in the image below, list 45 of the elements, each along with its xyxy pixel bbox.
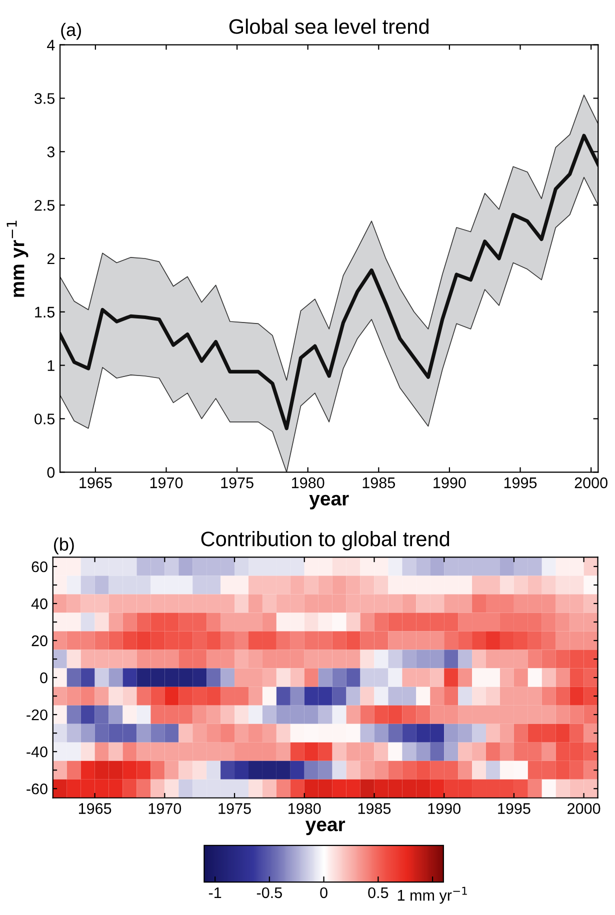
- y-tick-label: 1: [48, 360, 54, 371]
- x-tick-label: 1995: [498, 803, 530, 814]
- x-tick-label: 1965: [78, 803, 112, 814]
- x-tick-label: 1975: [221, 477, 254, 488]
- color-bar-label: 1 mm yr$^{−1}$: [398, 886, 467, 904]
- y-tick-label: 2: [47, 253, 54, 264]
- y-tick-label: -60: [26, 783, 48, 794]
- y-tick-label: -20: [26, 709, 48, 720]
- text: (b): [54, 538, 74, 554]
- x-tick-label: 1985: [362, 477, 396, 488]
- x-tick-label: 1980: [292, 477, 324, 488]
- x-tick-label: 1970: [148, 803, 182, 814]
- y-tick-label: 1.5: [35, 306, 55, 318]
- color-bar-label: -1: [208, 887, 222, 898]
- y-tick-label: 0: [47, 467, 55, 478]
- y-tick-label: 0: [40, 672, 48, 684]
- x-tick-label: 1980: [288, 803, 321, 814]
- x-tick-label: 1995: [504, 477, 537, 488]
- x-tick-label: 1985: [358, 803, 391, 814]
- y-axis-title: mm yr$^{−1}$: [6, 220, 28, 297]
- y-tick-label: 0.5: [34, 414, 55, 424]
- x-tick-label: 2000: [568, 803, 600, 814]
- x-tick-label: 1990: [434, 477, 466, 488]
- x-tick-label: 2000: [574, 477, 608, 488]
- y-tick-label: 20: [32, 635, 48, 646]
- x-axis-title: year: [305, 820, 346, 836]
- x-tick-label: 1965: [80, 477, 112, 488]
- y-tick-label: 60: [32, 561, 48, 572]
- line-series: [60, 134, 598, 430]
- chart-title: Contribution to global trend: [201, 531, 450, 550]
- color-bar-label: 0.5: [368, 887, 388, 898]
- color-bar-label: 0: [320, 887, 328, 898]
- y-tick-label: 4: [47, 40, 55, 50]
- y-tick-label: 3.5: [34, 93, 55, 104]
- y-tick-label: 2.5: [34, 200, 55, 211]
- text: (a): [61, 22, 81, 40]
- color-bar-label: -0.5: [256, 887, 282, 898]
- x-tick-label: 1975: [218, 803, 251, 814]
- y-tick-label: 3: [47, 146, 54, 158]
- chart-title: Global sea level trend: [229, 18, 429, 34]
- y-tick-label: 40: [31, 598, 48, 610]
- x-axis-title: year: [309, 494, 349, 510]
- y-tick-label: -40: [26, 746, 48, 758]
- x-tick-label: 1970: [150, 477, 183, 488]
- x-tick-label: 1990: [428, 803, 460, 814]
